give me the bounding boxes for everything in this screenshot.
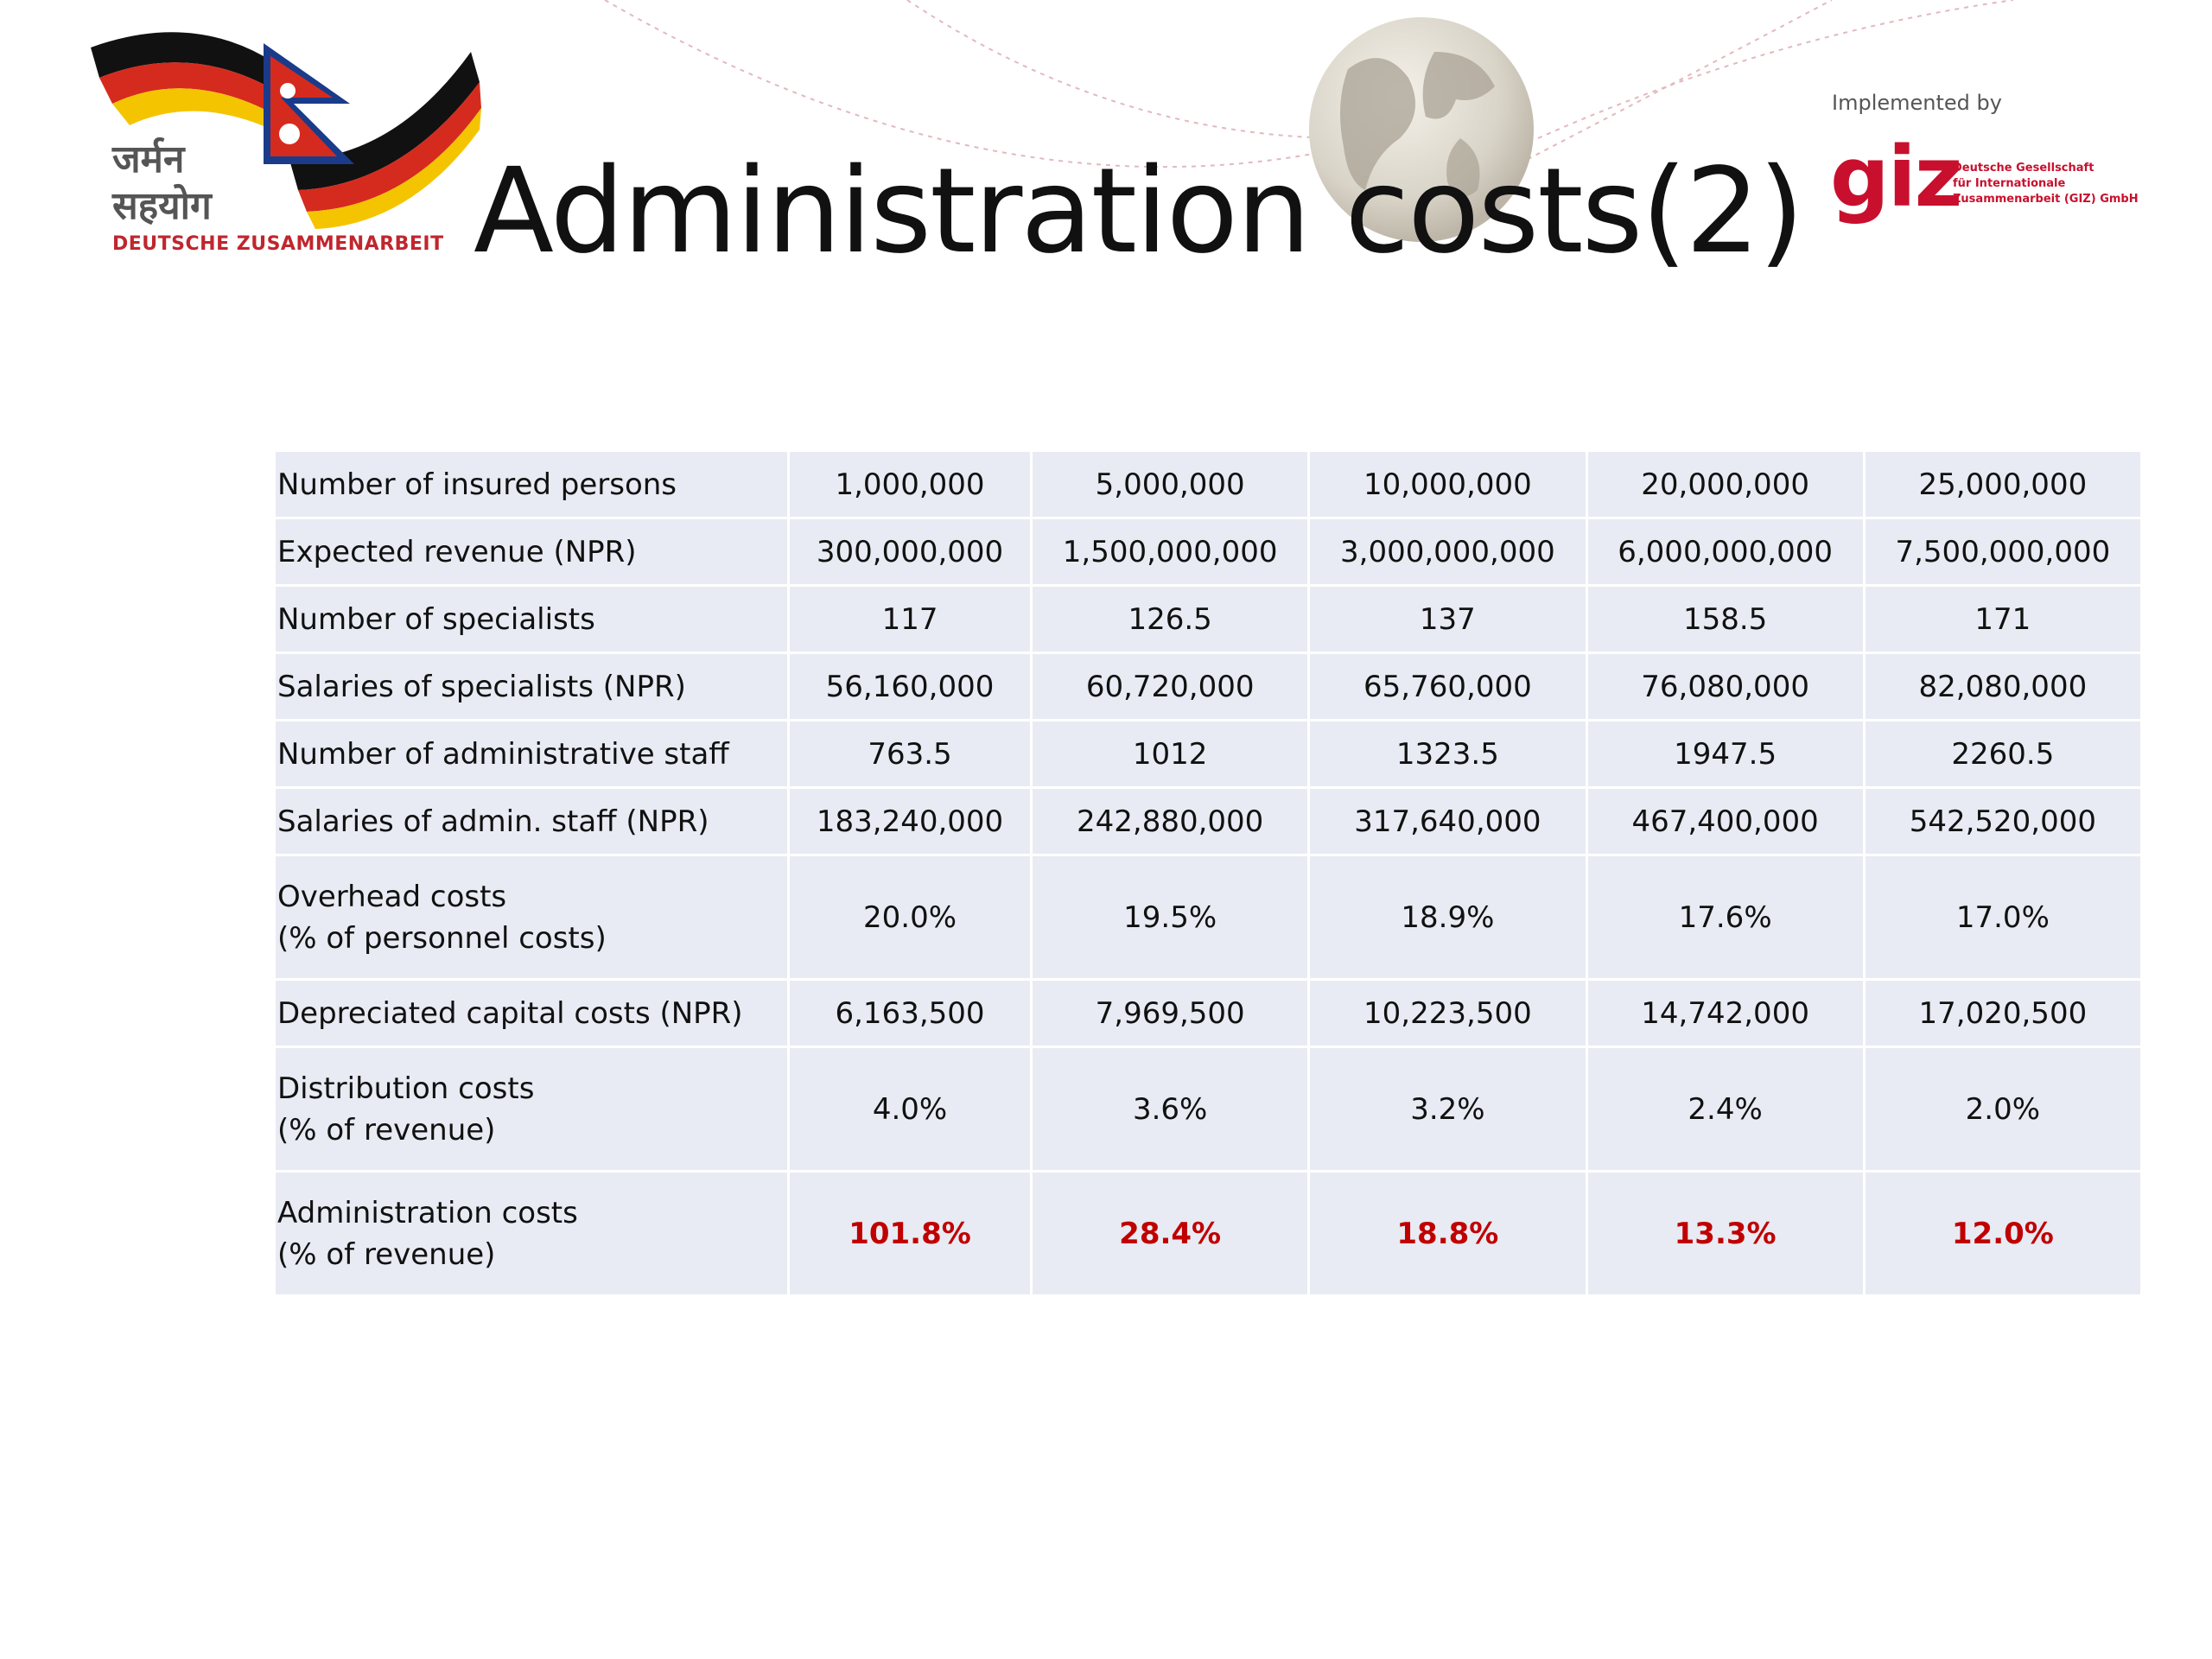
table-cell: 19.5%: [1033, 856, 1308, 978]
highlight-cell: 101.8%: [790, 1173, 1031, 1294]
table-cell: 17,020,500: [1865, 981, 2140, 1046]
row-label-line2: (% of personnel costs): [277, 920, 607, 956]
row-label: Depreciated capital costs (NPR): [276, 981, 787, 1046]
table-cell: 171: [1865, 587, 2140, 652]
highlight-cell: 12.0%: [1865, 1173, 2140, 1294]
highlight-cell: 28.4%: [1033, 1173, 1308, 1294]
implemented-by-label: Implemented by: [1832, 91, 2002, 115]
table-cell: 17.0%: [1865, 856, 2140, 978]
table-cell: 1012: [1033, 721, 1308, 786]
table-cell: 2.0%: [1865, 1048, 2140, 1170]
table-row: Depreciated capital costs (NPR) 6,163,50…: [276, 981, 2140, 1046]
table-cell: 467,400,000: [1587, 789, 1863, 854]
table-row: Distribution costs (% of revenue) 4.0% 3…: [276, 1048, 2140, 1170]
table-cell: 10,000,000: [1310, 452, 1586, 517]
table-row: Number of administrative staff 763.5 101…: [276, 721, 2140, 786]
row-label: Number of specialists: [276, 587, 787, 652]
nepal-flag-icon: [264, 43, 354, 164]
table-row: Number of insured persons 1,000,000 5,00…: [276, 452, 2140, 517]
background-decoration: [604, 0, 2014, 242]
table-cell: 56,160,000: [790, 654, 1031, 719]
row-label: Administration costs (% of revenue): [276, 1173, 787, 1294]
table-cell: 1947.5: [1587, 721, 1863, 786]
row-label: Number of administrative staff: [276, 721, 787, 786]
row-label-line2: (% of revenue): [277, 1236, 496, 1272]
row-label: Salaries of admin. staff (NPR): [276, 789, 787, 854]
table-cell: 126.5: [1033, 587, 1308, 652]
table-cell: 7,969,500: [1033, 981, 1308, 1046]
table-cell: 5,000,000: [1033, 452, 1308, 517]
table-cell: 300,000,000: [790, 519, 1031, 584]
table-cell: 158.5: [1587, 587, 1863, 652]
table-cell: 317,640,000: [1310, 789, 1586, 854]
table-cell: 17.6%: [1587, 856, 1863, 978]
table-cell: 6,163,500: [790, 981, 1031, 1046]
logo-subtitle: DEUTSCHE ZUSAMMENARBEIT: [112, 233, 444, 255]
highlight-cell: 13.3%: [1587, 1173, 1863, 1294]
table-cell: 25,000,000: [1865, 452, 2140, 517]
row-label: Salaries of specialists (NPR): [276, 654, 787, 719]
table-cell: 82,080,000: [1865, 654, 2140, 719]
table-cell: 60,720,000: [1033, 654, 1308, 719]
administration-costs-table: Number of insured persons 1,000,000 5,00…: [273, 449, 2143, 1297]
row-label-line2: (% of revenue): [277, 1112, 496, 1147]
table-cell: 4.0%: [790, 1048, 1031, 1170]
table-cell: 10,223,500: [1310, 981, 1586, 1046]
table-row: Salaries of specialists (NPR) 56,160,000…: [276, 654, 2140, 719]
table-cell: 242,880,000: [1033, 789, 1308, 854]
table-row: Number of specialists 117 126.5 137 158.…: [276, 587, 2140, 652]
giz-logo: giz: [1830, 129, 1962, 226]
table-row: Salaries of admin. staff (NPR) 183,240,0…: [276, 789, 2140, 854]
table-cell: 2.4%: [1587, 1048, 1863, 1170]
table-cell: 7,500,000,000: [1865, 519, 2140, 584]
table-cell: 65,760,000: [1310, 654, 1586, 719]
row-label-line1: Administration costs: [277, 1195, 578, 1230]
row-label: Distribution costs (% of revenue): [276, 1048, 787, 1170]
table-cell: 3,000,000,000: [1310, 519, 1586, 584]
german-nepal-flag-logo: [91, 32, 481, 229]
table-cell: 763.5: [790, 721, 1031, 786]
table-row: Administration costs (% of revenue) 101.…: [276, 1173, 2140, 1294]
table-cell: 2260.5: [1865, 721, 2140, 786]
table-cell: 20.0%: [790, 856, 1031, 978]
row-label-line1: Overhead costs: [277, 879, 507, 914]
table-cell: 542,520,000: [1865, 789, 2140, 854]
table-cell: 3.6%: [1033, 1048, 1308, 1170]
table-cell: 1,000,000: [790, 452, 1031, 517]
table-cell: 3.2%: [1310, 1048, 1586, 1170]
table-cell: 76,080,000: [1587, 654, 1863, 719]
table-cell: 18.9%: [1310, 856, 1586, 978]
table-row: Overhead costs (% of personnel costs) 20…: [276, 856, 2140, 978]
table-cell: 14,742,000: [1587, 981, 1863, 1046]
table-cell: 117: [790, 587, 1031, 652]
table-cell: 183,240,000: [790, 789, 1031, 854]
table-cell: 1,500,000,000: [1033, 519, 1308, 584]
table-cell: 1323.5: [1310, 721, 1586, 786]
table-cell: 6,000,000,000: [1587, 519, 1863, 584]
page-title: Administration costs(2): [474, 143, 1804, 280]
row-label-line1: Distribution costs: [277, 1071, 535, 1106]
row-label: Expected revenue (NPR): [276, 519, 787, 584]
logo-devanagari-text: जर्मन सहयोग: [112, 137, 212, 228]
giz-description: Deutsche Gesellschaft für Internationale…: [1953, 162, 2139, 206]
table-row: Expected revenue (NPR) 300,000,000 1,500…: [276, 519, 2140, 584]
row-label: Overhead costs (% of personnel costs): [276, 856, 787, 978]
table-cell: 20,000,000: [1587, 452, 1863, 517]
highlight-cell: 18.8%: [1310, 1173, 1586, 1294]
table-cell: 137: [1310, 587, 1586, 652]
row-label: Number of insured persons: [276, 452, 787, 517]
globe-icon: [1309, 17, 1534, 242]
